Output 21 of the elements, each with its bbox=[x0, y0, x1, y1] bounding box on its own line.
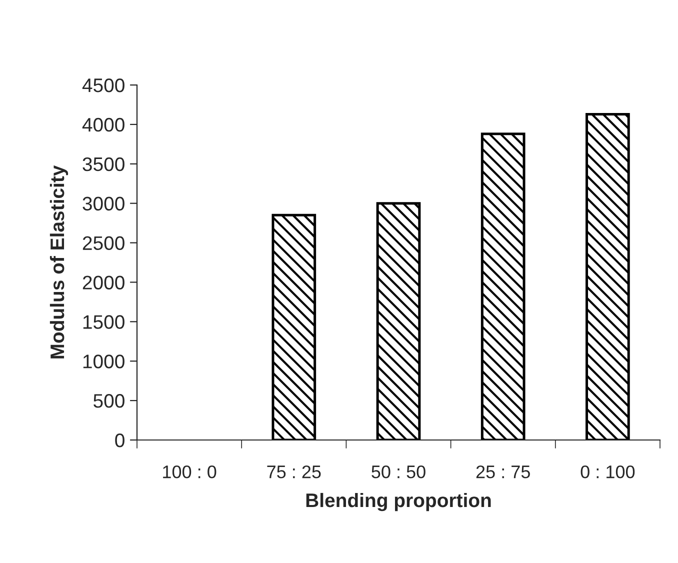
y-tick-label: 500 bbox=[94, 394, 124, 408]
y-tick-label: 1000 bbox=[83, 354, 124, 368]
x-tick-label: 75 : 25 bbox=[267, 465, 321, 478]
y-axis-title: Modulus of Elasticity bbox=[50, 165, 68, 358]
x-tick-label: 100 : 0 bbox=[163, 465, 216, 478]
bar bbox=[586, 112, 630, 440]
y-tick-label: 2500 bbox=[82, 236, 124, 250]
y-tick-label: 4000 bbox=[82, 118, 124, 132]
x-tick-label: 0 : 100 bbox=[580, 465, 635, 478]
y-tick-label: 1500 bbox=[83, 315, 124, 329]
bar bbox=[480, 132, 526, 440]
bar bbox=[272, 214, 316, 440]
y-tick-label: 4500 bbox=[82, 78, 124, 92]
y-tick-label: 3500 bbox=[82, 157, 124, 172]
x-tick-label: 50 : 50 bbox=[372, 465, 426, 478]
bar bbox=[376, 202, 421, 440]
x-axis-title: Blending proportion bbox=[306, 492, 491, 512]
y-tick-label: 0 bbox=[115, 433, 124, 448]
x-tick-label: 25 : 75 bbox=[476, 465, 530, 478]
y-tick-label: 2000 bbox=[82, 276, 124, 290]
y-tick-label: 3000 bbox=[82, 196, 124, 211]
